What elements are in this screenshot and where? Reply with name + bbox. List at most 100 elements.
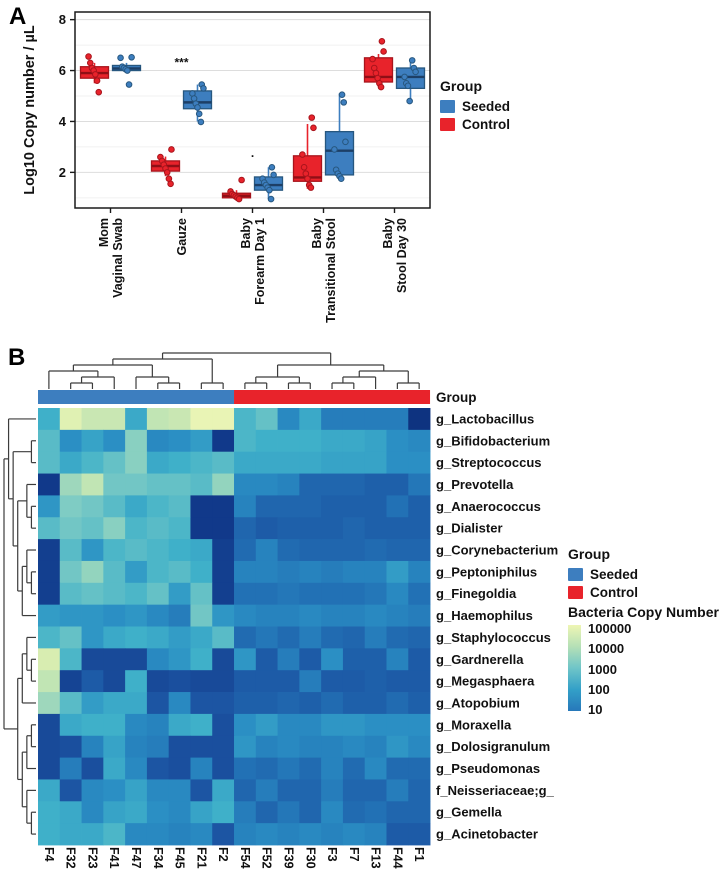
heatmap-cell [408, 517, 431, 540]
data-point [200, 85, 207, 92]
heatmap-cell [103, 582, 126, 606]
heatmap-cell [38, 604, 61, 627]
heatmap-cell [146, 626, 170, 649]
row-label: g_Acinetobacter [436, 827, 538, 842]
heatmap-cell [190, 604, 213, 627]
y-tick-label: 2 [59, 165, 66, 180]
heatmap-cell [321, 451, 344, 474]
heatmap-cell [364, 626, 387, 649]
column-label: F44 [390, 847, 404, 869]
heatmap-cell [103, 560, 126, 584]
heatmap-cell [255, 473, 278, 496]
heatmap-cell [81, 517, 104, 540]
heatmap-cell [408, 582, 431, 606]
heatmap-cell [103, 823, 126, 846]
heatmap-cell [342, 473, 366, 496]
box [324, 130, 355, 176]
heatmap-cell [146, 692, 170, 715]
heatmap-cell [299, 539, 322, 562]
heatmap-cell [59, 801, 82, 824]
heatmap-cell [234, 801, 257, 824]
data-point [194, 104, 201, 111]
heatmap-cell [59, 539, 82, 562]
heatmap-cell [234, 735, 257, 758]
heatmap-cell [386, 626, 409, 649]
heatmap-cell [125, 429, 148, 453]
row-label: g_Dolosigranulum [436, 739, 550, 754]
heatmap-cell [103, 801, 126, 824]
data-point [195, 110, 203, 118]
heatmap-cell [408, 648, 431, 671]
heatmap-cell [38, 408, 61, 431]
heatmap-cell [299, 560, 322, 584]
heatmap-cell [321, 735, 344, 758]
heatmap-cell [38, 648, 61, 671]
box-series-seeded [111, 54, 426, 203]
heatmap-cell [212, 495, 235, 518]
seeded-color-swatch [440, 100, 455, 113]
data-point [369, 55, 376, 63]
heatmap-cell [81, 692, 104, 715]
heatmap-cell [59, 779, 82, 802]
heatmap-cell [277, 604, 300, 627]
heatmap-cell [234, 429, 257, 453]
heatmap-cell [146, 495, 170, 518]
heatmap-cell [364, 757, 387, 780]
heatmap-cell [408, 692, 431, 715]
heatmap-cell [299, 517, 322, 540]
heatmap-cell [190, 735, 213, 758]
data-point [406, 97, 413, 105]
heatmap-cell [386, 648, 409, 671]
row-label: g_Pseudomonas [436, 761, 540, 776]
heatmap-cell [321, 692, 344, 715]
heatmap-cell [364, 473, 387, 496]
data-point [270, 171, 277, 179]
row-label: g_Gardnerella [436, 652, 524, 667]
heatmap-cell [212, 539, 235, 562]
heatmap-cell [59, 823, 82, 846]
column-label: F3 [325, 847, 339, 862]
heatmap-cell [212, 692, 235, 715]
heatmap-cell [234, 757, 257, 780]
heatmap-cell [125, 451, 148, 474]
data-point [408, 57, 416, 64]
heatmap-cell [146, 801, 170, 824]
heatmap-cell [146, 670, 170, 693]
heatmap-cell [255, 495, 278, 518]
legend-item-seeded: Seeded [440, 99, 510, 114]
heatmap-cell [38, 473, 61, 496]
heatmap-cell [364, 692, 387, 715]
row-label: g_Corynebacterium [436, 543, 558, 558]
heatmap-cell [364, 582, 387, 606]
heatmap-cell [38, 757, 61, 780]
group-annotation-bar-seeded [38, 390, 235, 404]
heatmap-cell [386, 735, 409, 758]
y-tick-label: 6 [59, 63, 66, 78]
x-category-label: Baby [381, 218, 395, 249]
heatmap-cell [255, 735, 278, 758]
column-label: F45 [173, 847, 187, 869]
heatmap-cell [342, 779, 366, 802]
heatmap-cell [386, 582, 409, 606]
heatmap-cell [299, 473, 322, 496]
data-point [304, 175, 311, 183]
heatmap-cell [321, 801, 344, 824]
row-label: g_Dialister [436, 521, 502, 536]
colorbar-body: 100000 10000 1000 100 10 [568, 622, 719, 716]
heatmap-cell [81, 560, 104, 584]
heatmap-cell [299, 429, 322, 453]
data-point [128, 54, 135, 61]
data-point [377, 83, 385, 91]
x-category-label: Mom [97, 218, 111, 247]
heatmap-cell [38, 560, 61, 584]
heatmap-cell [190, 648, 213, 671]
heatmap-cell [299, 757, 322, 780]
heatmap-cell [321, 429, 344, 453]
heatmap-cell [212, 823, 235, 846]
heatmap-cell [81, 648, 104, 671]
heatmap-cell [59, 692, 82, 715]
heatmap-cell [321, 517, 344, 540]
heatmap-cell [255, 648, 278, 671]
heatmap-cell [125, 539, 148, 562]
heatmap-cell [342, 801, 366, 824]
